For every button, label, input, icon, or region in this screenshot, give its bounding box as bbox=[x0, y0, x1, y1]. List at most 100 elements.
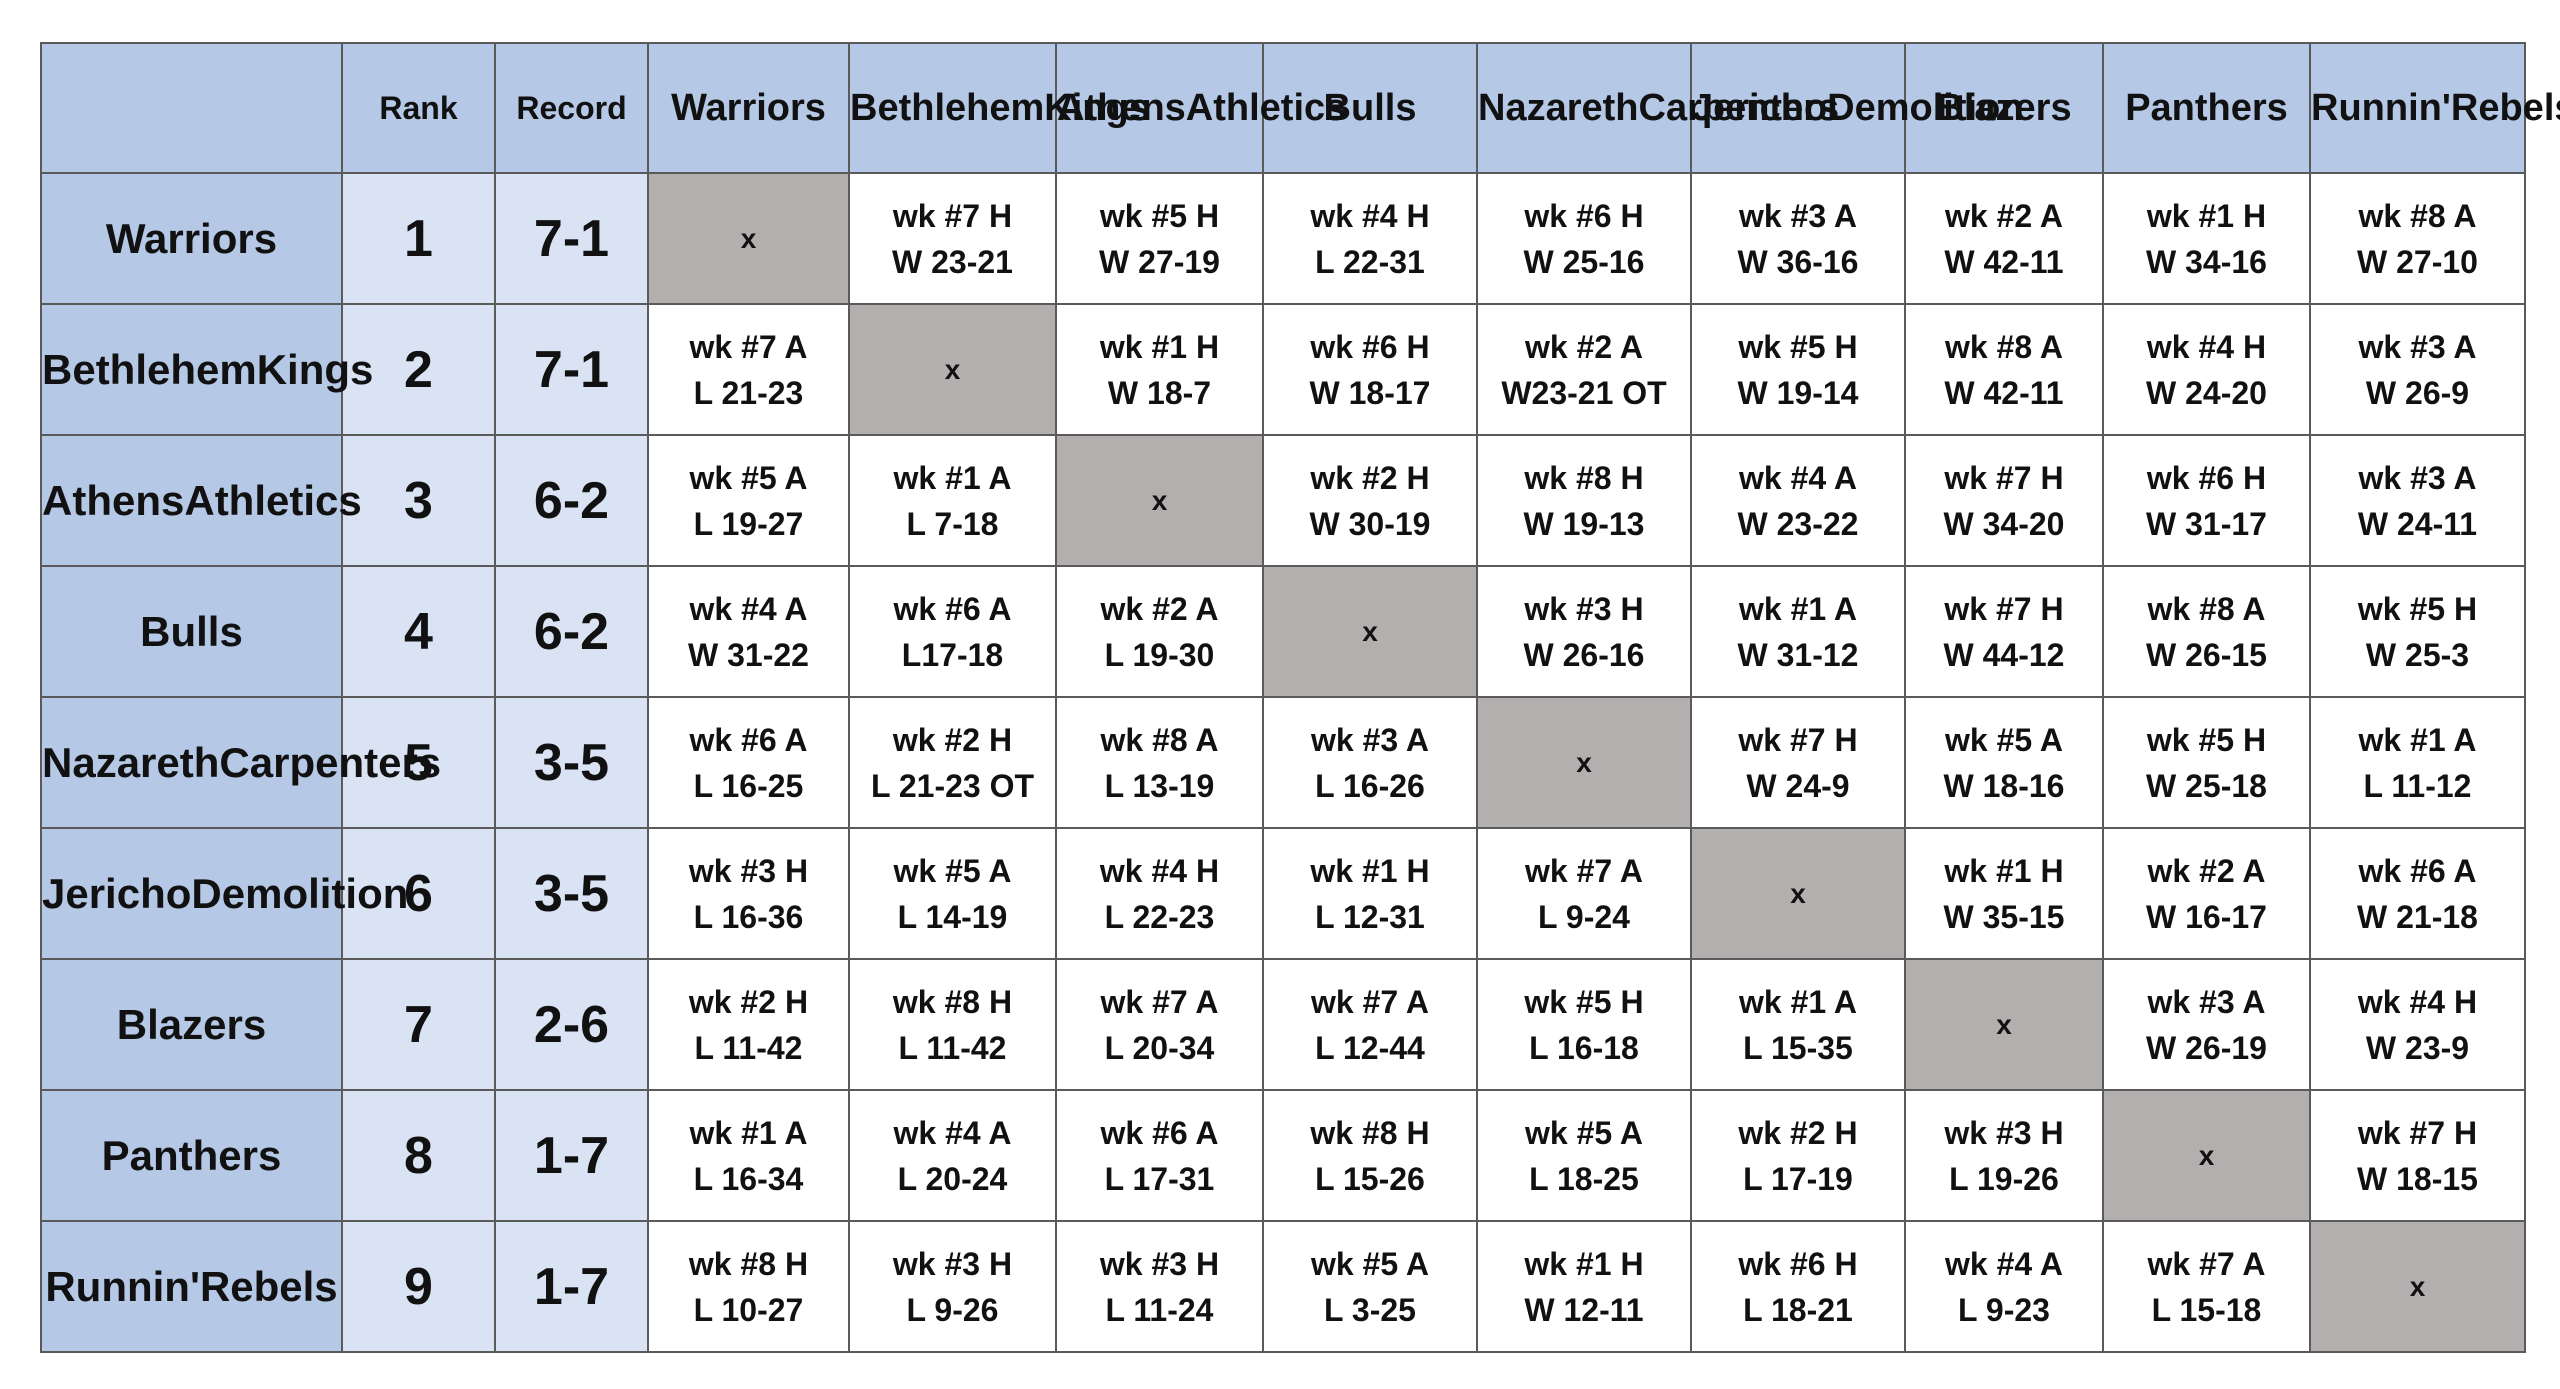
line: L 18-21 bbox=[1743, 1291, 1853, 1328]
line: W 34-20 bbox=[1943, 505, 2065, 542]
game-result-cell: wk #4 A W 23-22 bbox=[1690, 434, 1906, 567]
game-result-cell: wk #3 H W 26-16 bbox=[1476, 565, 1692, 698]
line: Rebels bbox=[2450, 86, 2560, 129]
line: wk #1 A bbox=[1739, 983, 1857, 1020]
game-result-cell: wk #5 H W 27-19 bbox=[1055, 172, 1264, 305]
game-result-cell: wk #8 A W 26-15 bbox=[2102, 565, 2311, 698]
column-header-nazareth-carpenters: NazarethCarpenters bbox=[1476, 42, 1839, 174]
line: L17-18 bbox=[901, 636, 1004, 673]
line: wk #4 H bbox=[2357, 983, 2478, 1020]
line: wk #1 H bbox=[1524, 1245, 1644, 1282]
game-result-cell: wk #3 H L 16-36 bbox=[647, 827, 850, 960]
game-result-cell: wk #1 H W 18-7 bbox=[1055, 303, 1264, 436]
game-result-cell: wk #5 H W 25-18 bbox=[2102, 696, 2311, 829]
line: W 42-11 bbox=[1944, 374, 2064, 411]
line: L 16-26 bbox=[1315, 767, 1425, 804]
rank-cell: 8 bbox=[341, 1089, 496, 1222]
line: L 22-31 bbox=[1315, 243, 1425, 280]
line: wk #8 H bbox=[1310, 1114, 1430, 1151]
column-header-runnin-rebels: Runnin'Rebels bbox=[2309, 42, 2560, 174]
self-matchup-cell: x bbox=[1476, 696, 1692, 829]
line: wk #5 A bbox=[1311, 1245, 1429, 1282]
line: wk #1 A bbox=[2358, 721, 2477, 758]
line: L 15-35 bbox=[1743, 1029, 1853, 1066]
game-result-cell: wk #6 A L 17-31 bbox=[1055, 1089, 1264, 1222]
line: wk #3 H bbox=[688, 852, 809, 889]
line: W 25-18 bbox=[2146, 767, 2267, 804]
game-result-cell: wk #7 A L 20-34 bbox=[1055, 958, 1264, 1091]
team-row-runnin-rebels: Runnin'Rebels 9 1-7 wk #8 H L 10-27 wk #3 H L … bbox=[40, 1220, 2526, 1353]
game-result-cell: wk #8 A W 42-11 bbox=[1904, 303, 2104, 436]
line: wk #3 A bbox=[2358, 328, 2477, 365]
line: wk #1 A bbox=[893, 459, 1012, 496]
line: W 34-16 bbox=[2146, 243, 2267, 280]
game-result-cell: wk #3 A W 24-11 bbox=[2309, 434, 2526, 567]
line: wk #8 H bbox=[688, 1245, 809, 1282]
line: wk #2 A bbox=[1525, 328, 1643, 365]
game-result-cell: wk #6 H W 31-17 bbox=[2102, 434, 2311, 567]
game-result-cell: wk #1 H W 12-11 bbox=[1476, 1220, 1692, 1353]
line: L 14-19 bbox=[897, 898, 1008, 935]
line: W 26-19 bbox=[2146, 1029, 2267, 1066]
line: Athletics bbox=[1185, 86, 1347, 129]
line: L 17-19 bbox=[1743, 1160, 1853, 1197]
line: L 9-26 bbox=[906, 1291, 999, 1328]
self-matchup-cell: x bbox=[1262, 565, 1478, 698]
line: Bulls bbox=[1323, 86, 1417, 129]
line: wk #2 H bbox=[892, 721, 1013, 758]
line: W 30-19 bbox=[1309, 505, 1431, 542]
game-result-cell: wk #2 H L 21-23 OT bbox=[848, 696, 1057, 829]
game-result-cell: wk #7 H W 18-15 bbox=[2309, 1089, 2526, 1222]
game-result-cell: wk #1 A L 15-35 bbox=[1690, 958, 1906, 1091]
line: L 12-31 bbox=[1315, 898, 1425, 935]
game-result-cell: wk #3 A W 36-16 bbox=[1690, 172, 1906, 305]
self-matchup-cell: x bbox=[2102, 1089, 2311, 1222]
game-result-cell: wk #7 A L 12-44 bbox=[1262, 958, 1478, 1091]
rank-cell: 3 bbox=[341, 434, 496, 567]
team-row-athens-athletics: AthensAthletics 3 6-2 wk #5 A L 19-27 wk #1 A… bbox=[40, 434, 2526, 567]
line: wk #5 A bbox=[893, 852, 1012, 889]
line: wk #7 H bbox=[1944, 590, 2064, 627]
self-matchup-cell: x bbox=[1690, 827, 1906, 960]
line: L 11-24 bbox=[1105, 1291, 1214, 1328]
line: Bethlehem bbox=[850, 86, 1045, 129]
game-result-cell: wk #7 H W 34-20 bbox=[1904, 434, 2104, 567]
game-result-cell: wk #2 H L 17-19 bbox=[1690, 1089, 1906, 1222]
line: W 27-19 bbox=[1099, 243, 1220, 280]
line: wk #2 H bbox=[1738, 1114, 1858, 1151]
game-result-cell: wk #4 A L 9-23 bbox=[1904, 1220, 2104, 1353]
game-result-cell: wk #8 H L 15-26 bbox=[1262, 1089, 1478, 1222]
line: Athens bbox=[1057, 86, 1186, 129]
game-result-cell: wk #8 A L 13-19 bbox=[1055, 696, 1264, 829]
game-result-cell: wk #2 A W 16-17 bbox=[2102, 827, 2311, 960]
game-result-cell: wk #5 A L 14-19 bbox=[848, 827, 1057, 960]
line: wk #5 H bbox=[2357, 590, 2478, 627]
game-result-cell: wk #1 A L 16-34 bbox=[647, 1089, 850, 1222]
line: Warriors bbox=[671, 86, 826, 129]
line: L 20-24 bbox=[897, 1160, 1008, 1197]
line: W 44-12 bbox=[1943, 636, 2065, 673]
game-result-cell: wk #7 H W 23-21 bbox=[848, 172, 1057, 305]
game-result-cell: wk #4 A W 31-22 bbox=[647, 565, 850, 698]
line: W 27-10 bbox=[2357, 243, 2478, 280]
line: wk #5 H bbox=[1099, 197, 1220, 234]
rank-cell: 9 bbox=[341, 1220, 496, 1353]
line: W 31-17 bbox=[2146, 505, 2267, 542]
row-header-panthers: Panthers bbox=[40, 1089, 343, 1222]
line: W 42-11 bbox=[1944, 243, 2064, 280]
line: W 18-15 bbox=[2357, 1160, 2478, 1197]
line: wk #8 A bbox=[2147, 590, 2266, 627]
game-result-cell: wk #8 H W 19-13 bbox=[1476, 434, 1692, 567]
line: L 16-25 bbox=[693, 767, 804, 804]
game-result-cell: wk #2 H L 11-42 bbox=[647, 958, 850, 1091]
line: wk #8 A bbox=[1945, 328, 2063, 365]
row-header-bethlehem-kings: BethlehemKings bbox=[40, 303, 373, 436]
line: L 9-24 bbox=[1538, 898, 1630, 935]
team-row-jericho-demolition: JerichoDemolition 6 3-5 wk #3 H L 16-36 wk #5… bbox=[40, 827, 2526, 960]
line: L 19-30 bbox=[1104, 636, 1215, 673]
line: wk #5 A bbox=[1525, 1114, 1643, 1151]
game-result-cell: wk #7 A L 15-18 bbox=[2102, 1220, 2311, 1353]
line: wk #4 H bbox=[2146, 328, 2267, 365]
game-result-cell: wk #4 H W 24-20 bbox=[2102, 303, 2311, 436]
